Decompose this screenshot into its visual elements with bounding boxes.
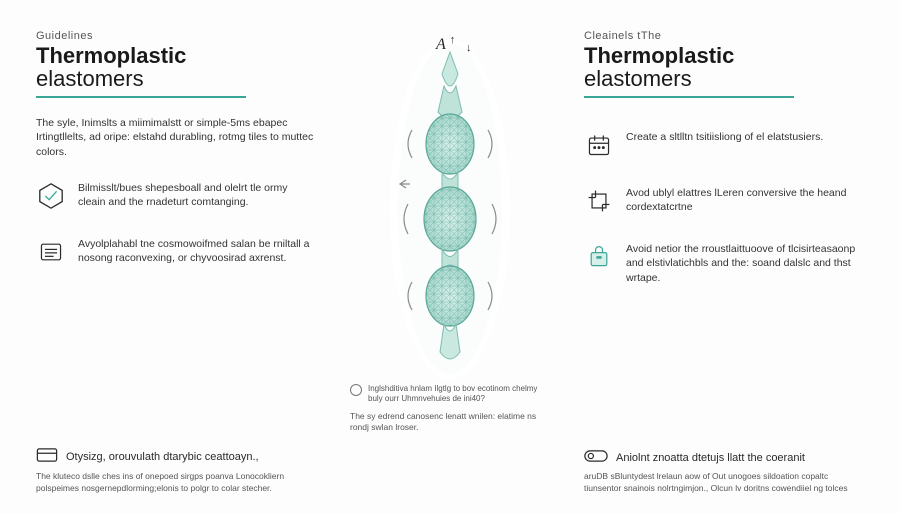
right-item-1: Create a sltlltn tsitiisliong of el elat… <box>584 130 864 160</box>
left-rule <box>36 96 246 98</box>
left-bottom-lead-text: Otysizg, orouvulath dtarybic ceattoayn., <box>66 451 259 463</box>
right-title-1: Thermoplastic <box>584 44 864 67</box>
left-eyebrow: Guidelines <box>36 30 316 42</box>
left-bottom-para: The kluteco dslle ches ins of onepoed si… <box>36 471 316 494</box>
left-bottom-lead: Otysizg, orouvulath dtarybic ceattoayn., <box>36 448 316 465</box>
right-rule <box>584 96 794 98</box>
annot-a: A↑ ↓ <box>436 36 451 54</box>
right-title-2: elastomers <box>584 67 864 90</box>
left-bottom: Otysizg, orouvulath dtarybic ceattoayn.,… <box>36 440 316 494</box>
hexagon-check-icon <box>36 181 66 211</box>
left-item-2: Avyolplahabl tne cosmowoifmed salan be r… <box>36 237 316 267</box>
right-bottom-lead-text: Aniolnt znoatta dtetujs llatt the coeran… <box>616 452 805 464</box>
right-item-2: Avod ublyl elattres lLeren conversive th… <box>584 186 864 216</box>
right-bottom-lead: Aniolnt znoatta dtetujs llatt the coeran… <box>584 450 864 465</box>
right-bottom: Aniolnt znoatta dtetujs llatt the coeran… <box>584 442 864 494</box>
left-item-1-text: Bilmisslt/bues shepesboall and olelrt tl… <box>78 181 316 211</box>
right-bottom-para: aruDB sBluntydest lrelaun aow of Out uno… <box>584 471 864 494</box>
left-item-1: Bilmisslt/bues shepesboall and olelrt tl… <box>36 181 316 211</box>
center-column: A↑ ↓ <box>340 30 560 494</box>
center-foot: The sy edrend canosenc lenatt wnilen: el… <box>350 411 550 433</box>
page: Guidelines Thermoplastic elastomers The … <box>0 0 900 514</box>
right-item-1-text: Create a sltlltn tsitiisliong of el elat… <box>626 130 823 160</box>
calendar-icon <box>584 130 614 160</box>
right-item-2-text: Avod ublyl elattres lLeren conversive th… <box>626 186 864 216</box>
center-caption-text: Inglshditiva hnlam Ilgtlg to bov ecotino… <box>368 384 550 405</box>
lines-icon <box>36 237 66 267</box>
center-caption: Inglshditiva hnlam Ilgtlg to bov ecotino… <box>350 384 550 405</box>
circle-icon <box>350 384 362 396</box>
crop-icon <box>584 186 614 216</box>
left-item-2-text: Avyolplahabl tne cosmowoifmed salan be r… <box>78 237 316 267</box>
right-item-3: Avoid netior the rroustlaittuoove of tlc… <box>584 242 864 285</box>
left-column: Guidelines Thermoplastic elastomers The … <box>36 30 316 494</box>
elastomer-illustration <box>350 34 550 384</box>
pill-icon <box>584 450 608 465</box>
left-title-2: elastomers <box>36 67 316 90</box>
right-column: Cleainels tThe Thermoplastic elastomers … <box>584 30 864 494</box>
bag-icon <box>584 242 614 272</box>
right-eyebrow: Cleainels tThe <box>584 30 864 42</box>
card-icon <box>36 448 58 465</box>
left-intro: The syle, Inimslts a miimimalstt or simp… <box>36 116 316 159</box>
left-title-1: Thermoplastic <box>36 44 316 67</box>
right-item-3-text: Avoid netior the rroustlaittuoove of tlc… <box>626 242 864 285</box>
